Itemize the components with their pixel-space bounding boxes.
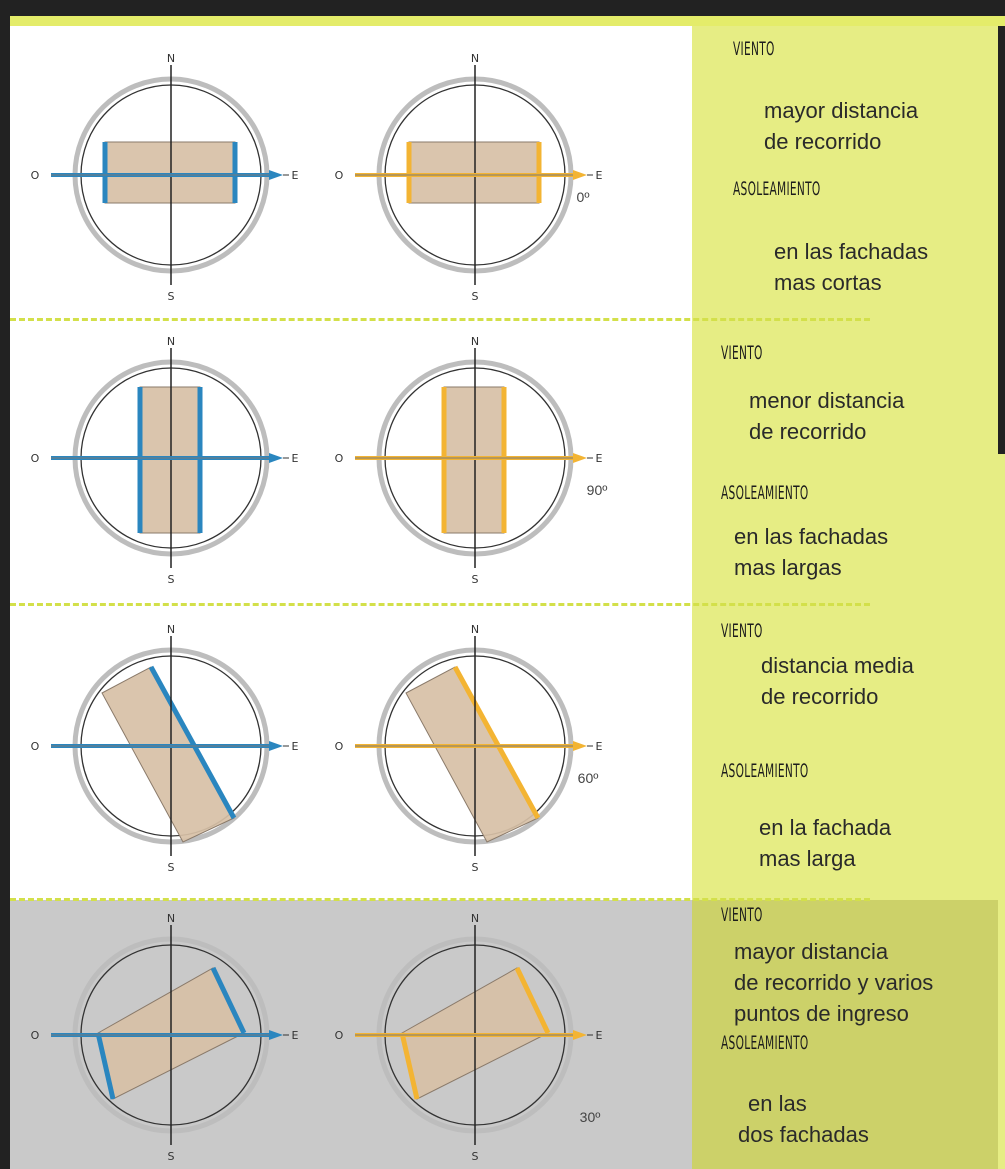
south-label: S — [472, 573, 479, 586]
wind-heading: VIENTO — [721, 904, 763, 926]
facade-highlight — [95, 1032, 116, 1100]
wind-text-line: de recorrido y varios — [734, 970, 934, 995]
north-label: N — [471, 52, 479, 65]
wind-description: mayor distancia de recorrido y varios pu… — [734, 936, 933, 1029]
facade-highlight — [148, 665, 237, 820]
facade-highlight — [514, 966, 551, 1035]
south-label: S — [168, 861, 175, 874]
right-frame — [998, 26, 1005, 454]
wind-description: mayor distancia de recorrido — [764, 95, 918, 157]
sun-heading: ASOLEAMIENTO — [721, 1032, 809, 1054]
wind-heading: VIENTO — [721, 620, 763, 642]
arrow-head — [269, 741, 283, 751]
sun-description: en las fachadas mas cortas — [774, 236, 928, 298]
top-stripe — [10, 16, 1005, 26]
arrow-head — [573, 453, 587, 463]
south-label: S — [168, 1150, 175, 1163]
east-label: E — [292, 169, 299, 182]
row-divider — [10, 603, 870, 606]
angle-label: 0º — [577, 189, 590, 205]
north-label: N — [167, 52, 175, 65]
west-label: O — [335, 740, 344, 753]
west-label: O — [31, 169, 40, 182]
sun-text-line: mas cortas — [774, 270, 882, 295]
sun-heading: ASOLEAMIENTO — [721, 482, 809, 504]
west-label: O — [31, 452, 40, 465]
south-label: S — [168, 290, 175, 303]
panel-edge — [998, 454, 1005, 1169]
angle-label: 90º — [587, 482, 608, 498]
row-divider — [10, 318, 870, 321]
facade-highlight — [399, 1032, 420, 1100]
sun-description: en la fachada mas larga — [759, 812, 891, 874]
north-label: N — [167, 335, 175, 348]
east-label: E — [596, 169, 603, 182]
wind-text-line: mayor distancia — [764, 98, 919, 123]
building-block — [408, 141, 540, 204]
sun-description: en las dos fachadas — [738, 1088, 869, 1150]
south-label: S — [168, 573, 175, 586]
sun-heading: ASOLEAMIENTO — [733, 178, 821, 200]
south-label: S — [472, 861, 479, 874]
arrow-head — [573, 741, 587, 751]
sun-text-line: dos fachadas — [738, 1122, 869, 1147]
sun-text-line: en las fachadas — [734, 524, 889, 549]
angle-label: 30º — [580, 1109, 601, 1125]
wind-text-line: de recorrido — [761, 684, 879, 709]
wind-text-line: mayor distancia — [734, 939, 889, 964]
arrow-head — [573, 1030, 587, 1040]
east-label: E — [596, 1029, 603, 1042]
wind-text-line: de recorrido — [764, 129, 882, 154]
row-divider — [10, 898, 870, 901]
sun-text-line: mas largas — [734, 555, 842, 580]
east-label: E — [596, 740, 603, 753]
building-block — [104, 141, 236, 204]
wind-text-line: puntos de ingreso — [734, 1001, 909, 1026]
north-label: N — [471, 912, 479, 925]
panel-dark — [692, 900, 998, 1169]
wind-text-line: de recorrido — [749, 419, 867, 444]
arrow-head — [269, 1030, 283, 1040]
north-label: N — [167, 623, 175, 636]
facade-highlight — [452, 665, 541, 820]
south-label: S — [472, 1150, 479, 1163]
north-label: N — [471, 335, 479, 348]
west-label: O — [335, 452, 344, 465]
wind-heading: VIENTO — [721, 342, 763, 364]
west-label: O — [31, 1029, 40, 1042]
wind-text-line: menor distancia — [749, 388, 905, 413]
sun-text-line: en las — [748, 1091, 807, 1116]
sun-text-line: en las fachadas — [774, 239, 929, 264]
west-label: O — [31, 740, 40, 753]
east-label: E — [292, 452, 299, 465]
north-label: N — [167, 912, 175, 925]
west-label: O — [335, 169, 344, 182]
east-label: E — [596, 452, 603, 465]
east-label: E — [292, 1029, 299, 1042]
angle-label: 60º — [578, 770, 599, 786]
south-label: S — [472, 290, 479, 303]
arrow-head — [573, 170, 587, 180]
description-panel — [692, 26, 998, 1169]
left-frame — [0, 0, 10, 1169]
sun-description: en las fachadas mas largas — [734, 521, 888, 583]
wind-text-line: distancia media — [761, 653, 914, 678]
sun-text-line: en la fachada — [759, 815, 892, 840]
facade-highlight — [210, 966, 247, 1035]
north-label: N — [471, 623, 479, 636]
sun-text-line: mas larga — [759, 846, 856, 871]
panel-light — [692, 26, 998, 900]
west-label: O — [335, 1029, 344, 1042]
arrow-head — [269, 453, 283, 463]
wind-heading: VIENTO — [733, 38, 775, 60]
wind-description: distancia media de recorrido — [761, 650, 914, 712]
sun-heading: ASOLEAMIENTO — [721, 760, 809, 782]
wind-description: menor distancia de recorrido — [749, 385, 904, 447]
east-label: E — [292, 740, 299, 753]
arrow-head — [269, 170, 283, 180]
